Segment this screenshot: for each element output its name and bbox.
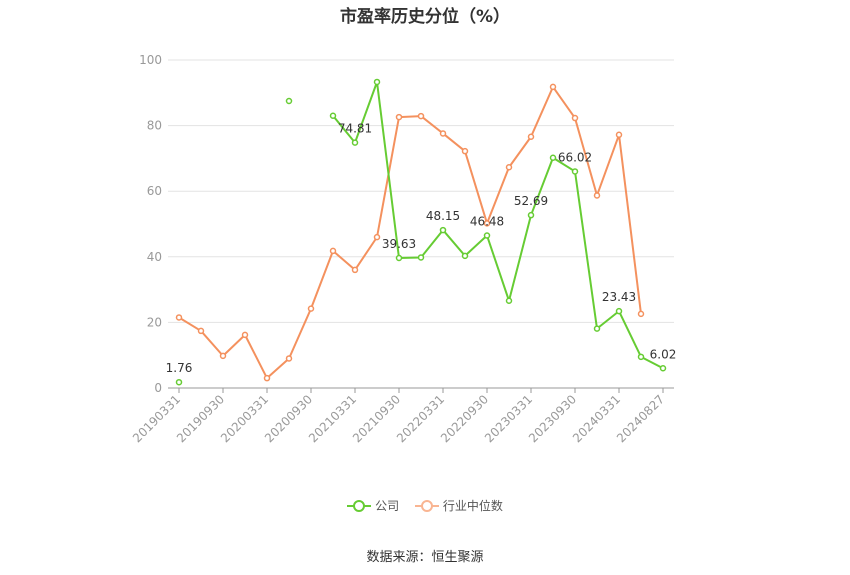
point-industry-median-20210930 [395, 113, 403, 121]
point-company-20210331 [351, 139, 359, 146]
point-company-20240331 [615, 307, 623, 315]
point-industry-median-20191231 [241, 331, 249, 339]
point-company-20230930 [571, 168, 579, 175]
data-label-20210331: 74.81 [338, 122, 372, 136]
point-industry-median-20190331 [175, 314, 183, 321]
point-company-20220930 [483, 232, 491, 239]
point-company-20221231 [505, 297, 513, 305]
legend-item-company[interactable]: 公司 [347, 497, 399, 514]
point-industry-median-20230630 [549, 83, 557, 91]
legend-label-company: 公司 [375, 499, 400, 513]
chart-title: 市盈率历史分位（%） [339, 7, 511, 27]
x-tick-label-20240827: 20240827 [614, 392, 667, 445]
data-label-20190331: 1.76 [166, 361, 193, 375]
legend-label-industry-median: 行业中位数 [442, 499, 503, 513]
legend-item-industry-median[interactable]: 行业中位数 [414, 497, 503, 514]
point-industry-median-20230331 [527, 133, 535, 141]
point-industry-median-20231231 [593, 192, 601, 199]
point-company-20210930 [395, 254, 403, 262]
pe-percentile-chart: 0204060801002019033120190930202003312020… [130, 53, 677, 445]
data-label-20230331: 52.69 [514, 194, 548, 208]
y-tick-label-20: 20 [147, 315, 162, 329]
point-industry-median-20230930 [571, 114, 579, 122]
data-label-layer: 1.76 74.81 39.63 48.15 46.48 52.69 66.02 23.43 6… [166, 122, 677, 376]
point-company-20240827 [659, 365, 667, 372]
point-industry-median-20210331 [351, 266, 359, 274]
point-industry-median-20240630 [637, 310, 645, 318]
point-industry-median-20220930 [483, 220, 491, 227]
point-industry-median-20190930 [219, 352, 227, 360]
legend-swatch-industry-median [414, 499, 439, 513]
point-industry-median-20240331 [615, 131, 623, 139]
data-label-20240331: 23.43 [602, 290, 636, 304]
legend-swatch-company [347, 499, 372, 513]
point-industry-median-20210630 [373, 233, 381, 241]
point-company-20201231 [329, 112, 337, 120]
series-line-company [332, 80, 664, 370]
y-tick-label-40: 40 [147, 250, 162, 264]
point-industry-median-20211231 [417, 112, 425, 120]
data-source: 数据来源：恒生聚源 [366, 550, 484, 565]
data-label-20230930: 66.02 [558, 150, 592, 164]
point-company-20220630 [461, 252, 469, 260]
data-label-20220331: 48.15 [426, 209, 460, 223]
point-industry-median-20220331 [439, 130, 447, 137]
y-tick-label-60: 60 [147, 184, 162, 198]
point-company-20211231 [417, 254, 425, 261]
point-industry-median-20221231 [505, 164, 513, 171]
point-company-20210630 [373, 78, 381, 86]
point-company-20220331 [439, 226, 447, 234]
point-industry-median-20200930 [307, 305, 315, 312]
data-label-20240827: 6.02 [650, 347, 677, 361]
point-industry-median-20200630 [285, 355, 293, 362]
point-industry-median-20201231 [329, 247, 337, 255]
series-line-industry-median [178, 85, 642, 380]
point-company-20240630 [637, 353, 645, 361]
point-industry-median-20200331 [263, 374, 271, 382]
point-industry-median-20190630 [197, 327, 205, 335]
point-company-20230630 [549, 154, 557, 161]
point-company-20231231 [593, 325, 601, 332]
chart-legend: 公司 行业中位数 [0, 497, 850, 516]
data-label-20220930: 46.48 [470, 215, 504, 229]
y-tick-label-100: 100 [139, 53, 162, 67]
series-layer [175, 78, 667, 386]
point-industry-median-20220630 [461, 147, 469, 155]
y-tick-label-80: 80 [147, 119, 162, 133]
point-company-20230331 [527, 211, 535, 219]
point-company-20200630 [285, 97, 293, 105]
y-tick-label-0: 0 [154, 381, 162, 395]
data-label-20210930: 39.63 [382, 237, 416, 251]
point-company-20190331 [175, 378, 183, 386]
